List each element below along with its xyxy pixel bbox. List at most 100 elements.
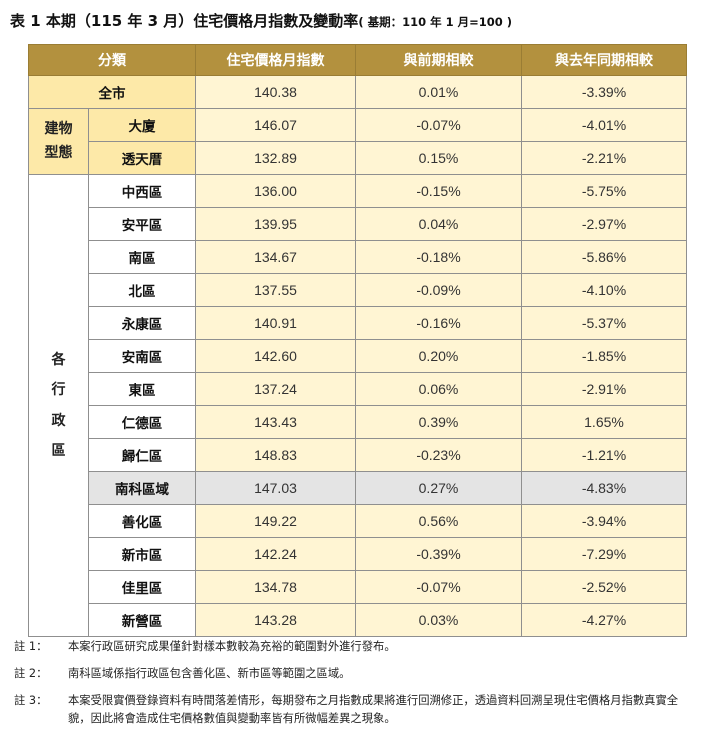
- cell-mom: 0.20%: [355, 339, 522, 373]
- footnote-label: 註 2：: [14, 667, 48, 681]
- cell-mom: -0.07%: [355, 108, 522, 142]
- footnote-label: 註 3：: [14, 694, 48, 708]
- cell-mom: -0.16%: [355, 306, 522, 340]
- cell-mom: -0.09%: [355, 273, 522, 307]
- table-row-district: 歸仁區 148.83 -0.23% -1.21%: [29, 438, 687, 472]
- cell-yoy: -5.37%: [521, 306, 687, 340]
- footnotes: 註 1： 本案行政區研究成果僅針對樣本數較為充裕的範圍對外進行發布。 註 2： …: [14, 638, 694, 737]
- cell-yoy: 1.65%: [521, 405, 687, 439]
- table-row-district: 永康區 140.91 -0.16% -5.37%: [29, 306, 687, 340]
- cell-mom: 0.27%: [355, 471, 522, 505]
- group-label-line: 區: [51, 442, 66, 459]
- cell-yoy: -5.75%: [521, 174, 687, 208]
- cell-yoy: -4.01%: [521, 108, 687, 142]
- table-row-all-city: 全市 140.38 0.01% -3.39%: [28, 75, 687, 109]
- header-category: 分類: [28, 44, 196, 76]
- cell-index: 137.55: [195, 273, 356, 307]
- cell-yoy: -4.83%: [521, 471, 687, 505]
- footnote: 註 3： 本案受限實價登錄資料有時間落差情形，每期發布之月指數成果將進行回溯修正…: [14, 692, 694, 728]
- cell-yoy: -1.85%: [521, 339, 687, 373]
- table-row-district: 北區 137.55 -0.09% -4.10%: [29, 273, 687, 307]
- cell-mom: -0.39%: [355, 537, 522, 571]
- table-title: 表 1 本期（115 年 3 月）住宅價格月指數及變動率( 基期：110 年 1…: [10, 10, 512, 31]
- group-label-line: 建物: [44, 120, 73, 137]
- cell-yoy: -7.29%: [521, 537, 687, 571]
- table-row-district: 南區 134.67 -0.18% -5.86%: [29, 240, 687, 274]
- cell-yoy: -3.94%: [521, 504, 687, 538]
- cell-index: 146.07: [195, 108, 356, 142]
- cell-index: 142.60: [195, 339, 356, 373]
- row-label: 仁德區: [88, 405, 196, 439]
- cell-yoy: -2.97%: [521, 207, 687, 241]
- group-label-line: 各: [51, 352, 66, 369]
- row-label: 大廈: [88, 108, 196, 142]
- row-label: 佳里區: [88, 570, 196, 604]
- cell-mom: -0.23%: [355, 438, 522, 472]
- group-label-line: 型態: [44, 144, 73, 161]
- table-row-building: 透天厝 132.89 0.15% -2.21%: [29, 141, 687, 175]
- cell-index: 149.22: [195, 504, 356, 538]
- cell-index: 140.38: [195, 75, 356, 109]
- group-label-building-type: 建物 型態: [28, 108, 89, 175]
- row-label: 安南區: [88, 339, 196, 373]
- cell-mom: 0.04%: [355, 207, 522, 241]
- cell-index: 143.28: [195, 603, 356, 637]
- cell-index: 140.91: [195, 306, 356, 340]
- cell-yoy: -1.21%: [521, 438, 687, 472]
- row-label: 南科區域: [88, 471, 196, 505]
- table-row-district: 安平區 139.95 0.04% -2.97%: [29, 207, 687, 241]
- row-label: 永康區: [88, 306, 196, 340]
- cell-mom: 0.56%: [355, 504, 522, 538]
- cell-yoy: -2.52%: [521, 570, 687, 604]
- cell-yoy: -2.21%: [521, 141, 687, 175]
- header-row: 分類 住宅價格月指數 與前期相較 與去年同期相較: [28, 44, 687, 76]
- cell-index: 143.43: [195, 405, 356, 439]
- cell-mom: -0.07%: [355, 570, 522, 604]
- cell-mom: 0.15%: [355, 141, 522, 175]
- cell-index: 148.83: [195, 438, 356, 472]
- row-label: 安平區: [88, 207, 196, 241]
- row-label: 新市區: [88, 537, 196, 571]
- table-row-district: 善化區 149.22 0.56% -3.94%: [29, 504, 687, 538]
- row-label: 東區: [88, 372, 196, 406]
- footnote: 註 1： 本案行政區研究成果僅針對樣本數較為充裕的範圍對外進行發布。: [14, 638, 694, 656]
- group-label-line: 政: [51, 412, 66, 429]
- cell-index: 134.67: [195, 240, 356, 274]
- table-row-district: 東區 137.24 0.06% -2.91%: [29, 372, 687, 406]
- table-row-district: 安南區 142.60 0.20% -1.85%: [29, 339, 687, 373]
- cell-index: 147.03: [195, 471, 356, 505]
- table-row-district: 新市區 142.24 -0.39% -7.29%: [29, 537, 687, 571]
- footnote-label: 註 1：: [14, 640, 48, 653]
- table-row-district: 南科區域 147.03 0.27% -4.83%: [29, 471, 687, 505]
- cell-mom: 0.01%: [355, 75, 522, 109]
- housing-price-index-table: 分類 住宅價格月指數 與前期相較 與去年同期相較 全市 140.38 0.01%…: [28, 44, 687, 637]
- cell-index: 136.00: [195, 174, 356, 208]
- table-row-district: 各行政區中西區 136.00 -0.15% -5.75%: [28, 174, 687, 637]
- footnote: 註 2： 南科區域係指行政區包含善化區、新市區等範圍之區域。: [14, 665, 694, 683]
- cell-yoy: -5.86%: [521, 240, 687, 274]
- cell-index: 142.24: [195, 537, 356, 571]
- cell-yoy: -4.10%: [521, 273, 687, 307]
- table-row-district: 仁德區 143.43 0.39% 1.65%: [29, 405, 687, 439]
- header-index: 住宅價格月指數: [195, 44, 356, 76]
- cell-mom: 0.06%: [355, 372, 522, 406]
- cell-yoy: -4.27%: [521, 603, 687, 637]
- row-label: 全市: [28, 75, 196, 109]
- row-label: 善化區: [88, 504, 196, 538]
- cell-index: 137.24: [195, 372, 356, 406]
- table-title-base-period: ( 基期：110 年 1 月=100 ): [358, 15, 512, 29]
- row-label: 歸仁區: [88, 438, 196, 472]
- cell-mom: -0.15%: [355, 174, 522, 208]
- cell-yoy: -2.91%: [521, 372, 687, 406]
- table-title-main: 表 1 本期（115 年 3 月）住宅價格月指數及變動率: [10, 12, 359, 30]
- cell-index: 134.78: [195, 570, 356, 604]
- group-label-district: 各行政區: [28, 174, 89, 637]
- cell-index: 132.89: [195, 141, 356, 175]
- table-row-district: 佳里區 134.78 -0.07% -2.52%: [29, 570, 687, 604]
- row-label: 北區: [88, 273, 196, 307]
- cell-mom: 0.03%: [355, 603, 522, 637]
- footnote-text: 南科區域係指行政區包含善化區、新市區等範圍之區域。: [68, 667, 351, 681]
- cell-mom: -0.18%: [355, 240, 522, 274]
- row-label: 中西區: [88, 174, 196, 208]
- footnote-text: 本案行政區研究成果僅針對樣本數較為充裕的範圍對外進行發布。: [68, 640, 396, 653]
